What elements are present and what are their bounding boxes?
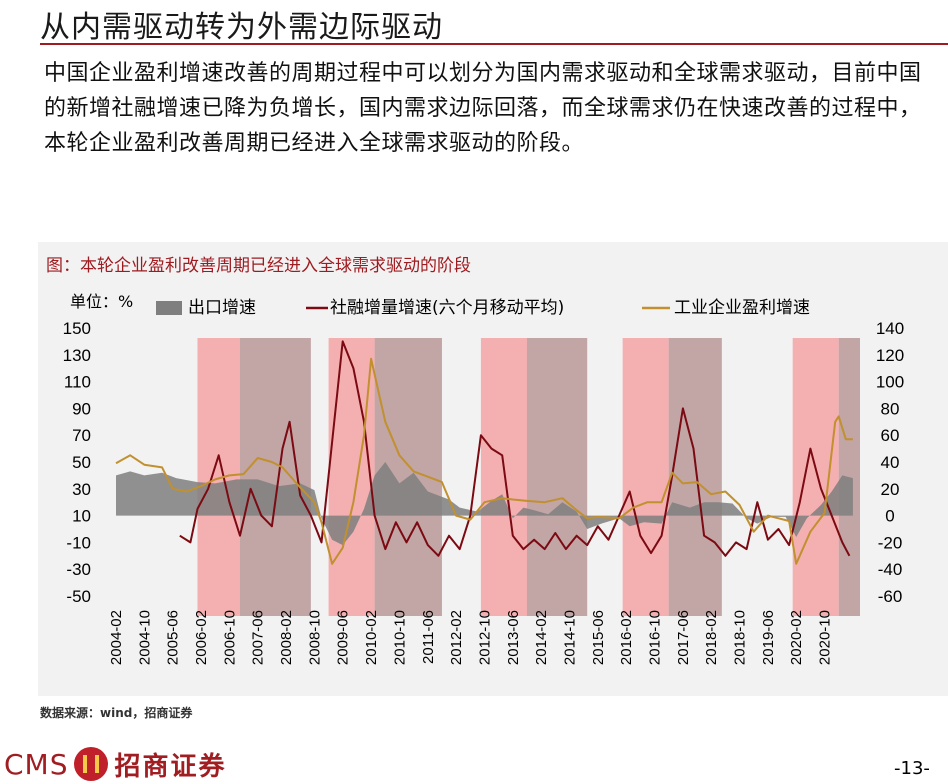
x-axis-tick-label: 2018-02 [703,610,720,665]
left-axis-tick-label: 150 [63,319,91,338]
x-axis-tick-label: 2019-06 [760,610,777,665]
right-axis-tick-label: -40 [878,560,903,579]
x-axis-tick-label: 2018-10 [732,610,749,665]
x-axis-tick-label: 2006-02 [193,610,210,665]
x-axis-tick-label: 2006-10 [221,610,238,665]
shaded-period-domestic-8 [792,338,839,616]
legend-swatch-export [156,301,182,315]
left-axis-tick-label: 130 [63,346,91,365]
page-number: -13- [894,758,930,779]
x-axis-tick-label: 2013-06 [505,610,522,665]
left-axis-tick-label: 10 [72,507,91,526]
x-axis-tick-label: 2012-10 [477,610,494,665]
right-axis-tick-label: 120 [876,346,904,365]
left-axis-tick-label: -10 [66,533,91,552]
chart-svg: 150 130 110 90 70 50 30 10 -10 -30 -50 140 120 100 80 6… [63,298,905,665]
x-axis-tick-label: 2007-06 [250,610,267,665]
x-axis-tick-label: 2009-06 [335,610,352,665]
x-axis-tick-label: 2012-02 [448,610,465,665]
right-axis-tick-label: 60 [881,426,900,445]
brand-name-text: 招商证券 [114,751,227,782]
series-industrial-profit-line [115,357,853,565]
x-axis-tick-label: 2010-02 [363,610,380,665]
right-axis-tick-label: 100 [876,373,904,392]
left-axis-tick-label: -30 [66,560,91,579]
title-underline [40,43,948,45]
body-paragraph: 中国企业盈利增速改善的周期过程中可以划分为国内需求驱动和全球需求驱动，目前中国的… [44,61,922,156]
x-axis-tick-label: 2020-02 [788,610,805,665]
x-axis-tick-label: 2008-10 [306,610,323,665]
series-social-financing-line [179,340,851,557]
x-axis-tick-label: 2014-02 [533,610,550,665]
left-axis-tick-label: -50 [66,587,91,606]
shaded-period-domestic-4 [480,338,527,616]
shaded-period-domestic-0 [197,338,240,616]
right-axis-tick-label: -20 [878,533,903,552]
x-axis-tick-label: 2020-10 [817,610,834,665]
left-axis-tick-label: 90 [72,399,91,418]
x-axis-tick-label: 2016-02 [618,610,635,665]
shaded-period-global-5 [526,338,588,616]
unit-label: 单位：% [70,292,134,311]
brand-cms-text: CMS [4,747,69,781]
series-export-area [116,462,853,546]
x-axis-tick-label: 2011-06 [420,610,437,664]
right-axis-tick-label: 20 [881,480,900,499]
left-axis-tick-label: 30 [72,480,91,499]
left-axis-tick-label: 50 [72,453,91,472]
left-axis-tick-label: 70 [72,426,91,445]
right-axis-tick-label: 140 [876,319,904,338]
shaded-period-domestic-6 [622,338,669,616]
page-title: 从内需驱动转为外需边际驱动 [40,10,443,45]
x-axis-tick-label: 2005-06 [165,610,182,665]
left-axis-tick-label: 110 [64,373,91,392]
right-axis-tick-label: 80 [881,399,900,418]
x-axis-tick-label: 2010-10 [391,610,408,665]
right-axis-tick-label: 0 [885,507,894,526]
source-note: 数据来源：wind，招商证券 [40,706,193,720]
brand-mark-icon [74,747,109,781]
x-axis-tick-label: 2016-10 [647,610,664,665]
x-axis-tick-label: 2014-10 [562,610,579,665]
legend-label-export: 出口增速 [188,298,256,318]
x-axis-tick-label: 2004-02 [108,610,125,665]
shaded-period-global-1 [240,338,311,616]
legend-label-social-financing: 社融增量增速(六个月移动平均) [330,298,564,318]
x-axis-tick-label: 2008-02 [278,610,295,665]
right-axis-tick-label: -60 [878,587,903,606]
brand-logo: CMS 招商证券 [0,744,227,784]
x-axis-tick-label: 2017-06 [675,610,692,665]
legend-label-industrial-profit: 工业企业盈利增速 [674,298,810,318]
x-axis-tick-label: 2004-10 [136,610,153,665]
x-axis-tick-label: 2015-06 [590,610,607,665]
right-axis-tick-label: 40 [881,453,900,472]
chart-title: 图：本轮企业盈利改善周期已经进入全球需求驱动的阶段 [46,256,471,276]
shaded-period-domestic-2 [328,338,375,616]
